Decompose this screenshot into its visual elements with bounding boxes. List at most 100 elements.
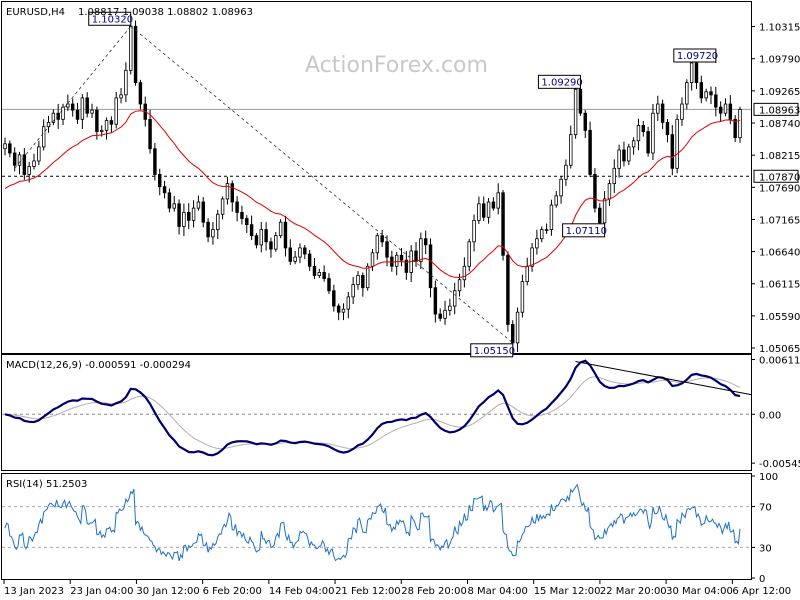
candle bbox=[51, 109, 56, 126]
candle bbox=[307, 249, 312, 271]
candle bbox=[356, 271, 360, 290]
candle bbox=[129, 22, 133, 75]
time-tick-label: 23 Jan 04:00 bbox=[70, 586, 133, 597]
candle bbox=[496, 183, 500, 215]
candle bbox=[264, 222, 268, 251]
candle bbox=[124, 62, 128, 103]
candle bbox=[433, 280, 438, 323]
candle bbox=[390, 250, 394, 272]
candle bbox=[631, 137, 636, 155]
candle bbox=[230, 180, 234, 212]
macd-signal-line bbox=[4, 376, 741, 450]
candle bbox=[394, 251, 399, 276]
candle bbox=[80, 94, 85, 130]
candle bbox=[206, 218, 210, 243]
callout-label: 1.09290 bbox=[541, 77, 582, 88]
candle bbox=[298, 243, 302, 264]
candle bbox=[525, 257, 529, 286]
candle bbox=[191, 200, 196, 228]
price-tick-label: 1.08215 bbox=[759, 151, 800, 162]
candle bbox=[409, 245, 413, 282]
candle bbox=[75, 102, 80, 124]
candle bbox=[438, 308, 442, 322]
candle bbox=[119, 87, 123, 104]
current-price-tag: 1.08963 bbox=[753, 102, 800, 116]
rsi-tick-label: 30 bbox=[759, 543, 772, 554]
candle bbox=[61, 103, 65, 126]
rsi-axis: 100 70 30 0 bbox=[751, 472, 778, 585]
rsi-line bbox=[4, 483, 741, 562]
candle bbox=[515, 307, 520, 352]
candle bbox=[738, 106, 742, 143]
candle bbox=[225, 176, 230, 205]
candle bbox=[361, 272, 365, 297]
candle bbox=[332, 284, 336, 312]
candle bbox=[288, 239, 293, 265]
rsi-tick-label: 70 bbox=[759, 503, 772, 514]
time-tick-label: 6 Feb 20:00 bbox=[203, 586, 262, 597]
price-tick-label: 1.06115 bbox=[759, 280, 800, 291]
candle bbox=[351, 276, 355, 305]
candle bbox=[327, 273, 331, 295]
candle bbox=[104, 117, 109, 140]
candle bbox=[718, 101, 723, 123]
time-tick-label: 13 Jan 2023 bbox=[4, 586, 64, 597]
time-tick-label: 14 Feb 04:00 bbox=[269, 586, 335, 597]
candle bbox=[501, 190, 505, 261]
price-tick-label: 1.07690 bbox=[759, 183, 800, 194]
price-callouts: 1.10320 1.05150 1.09290 1.07110 1.09720 bbox=[88, 11, 718, 358]
price-callout: 1.10320 bbox=[88, 11, 133, 27]
candle bbox=[583, 109, 587, 139]
time-tick-label: 28 Feb 20:00 bbox=[401, 586, 467, 597]
macd-tick-label: -0.005458 bbox=[759, 459, 800, 470]
candle bbox=[723, 98, 728, 117]
price-callout: 1.05150 bbox=[470, 342, 515, 358]
candle bbox=[506, 251, 510, 332]
candle bbox=[201, 197, 205, 228]
price-tick-label: 1.07165 bbox=[759, 215, 800, 226]
candle bbox=[593, 168, 597, 213]
price-callout: 1.07110 bbox=[562, 222, 607, 238]
candle bbox=[341, 303, 346, 321]
price-pane bbox=[1, 1, 752, 354]
candle bbox=[651, 103, 655, 161]
candle bbox=[641, 120, 646, 137]
macd-tick-label: 0.006118 bbox=[759, 356, 800, 367]
candle bbox=[472, 214, 476, 252]
candle bbox=[699, 75, 704, 104]
time-tick-label: 8 Mar 04:00 bbox=[467, 586, 527, 597]
candle bbox=[303, 244, 307, 260]
candle bbox=[41, 119, 46, 151]
candle bbox=[259, 221, 264, 253]
candle bbox=[685, 79, 689, 110]
candle bbox=[346, 291, 351, 319]
time-tick-label: 15 Mar 12:00 bbox=[534, 586, 601, 597]
candle bbox=[448, 298, 452, 316]
candle bbox=[670, 125, 675, 176]
candle bbox=[530, 242, 534, 272]
candle bbox=[22, 148, 27, 180]
candle bbox=[211, 222, 215, 245]
candle bbox=[322, 265, 326, 282]
trend-line-fall bbox=[130, 25, 513, 344]
candle bbox=[187, 203, 191, 230]
candle bbox=[172, 195, 176, 212]
time-tick-label: 21 Feb 12:00 bbox=[335, 586, 401, 597]
candle bbox=[220, 196, 225, 220]
callout-label: 1.07110 bbox=[566, 226, 607, 237]
symbol-label: EURUSD,H4 bbox=[6, 7, 65, 18]
price-tick-label: 1.10315 bbox=[759, 23, 800, 34]
candle bbox=[216, 209, 220, 240]
candle bbox=[240, 205, 244, 225]
price-tick-label: 1.05590 bbox=[759, 312, 800, 323]
candle bbox=[491, 197, 496, 211]
time-tick-label: 30 Jan 12:00 bbox=[136, 586, 199, 597]
candle bbox=[404, 251, 409, 280]
trend-line-rise bbox=[14, 26, 132, 169]
candle bbox=[317, 268, 322, 278]
time-tick-label: 22 Mar 20:00 bbox=[600, 586, 667, 597]
candle bbox=[452, 282, 457, 315]
candle bbox=[544, 223, 549, 234]
rsi-pane bbox=[1, 473, 752, 580]
macd-trend-line bbox=[575, 360, 752, 396]
